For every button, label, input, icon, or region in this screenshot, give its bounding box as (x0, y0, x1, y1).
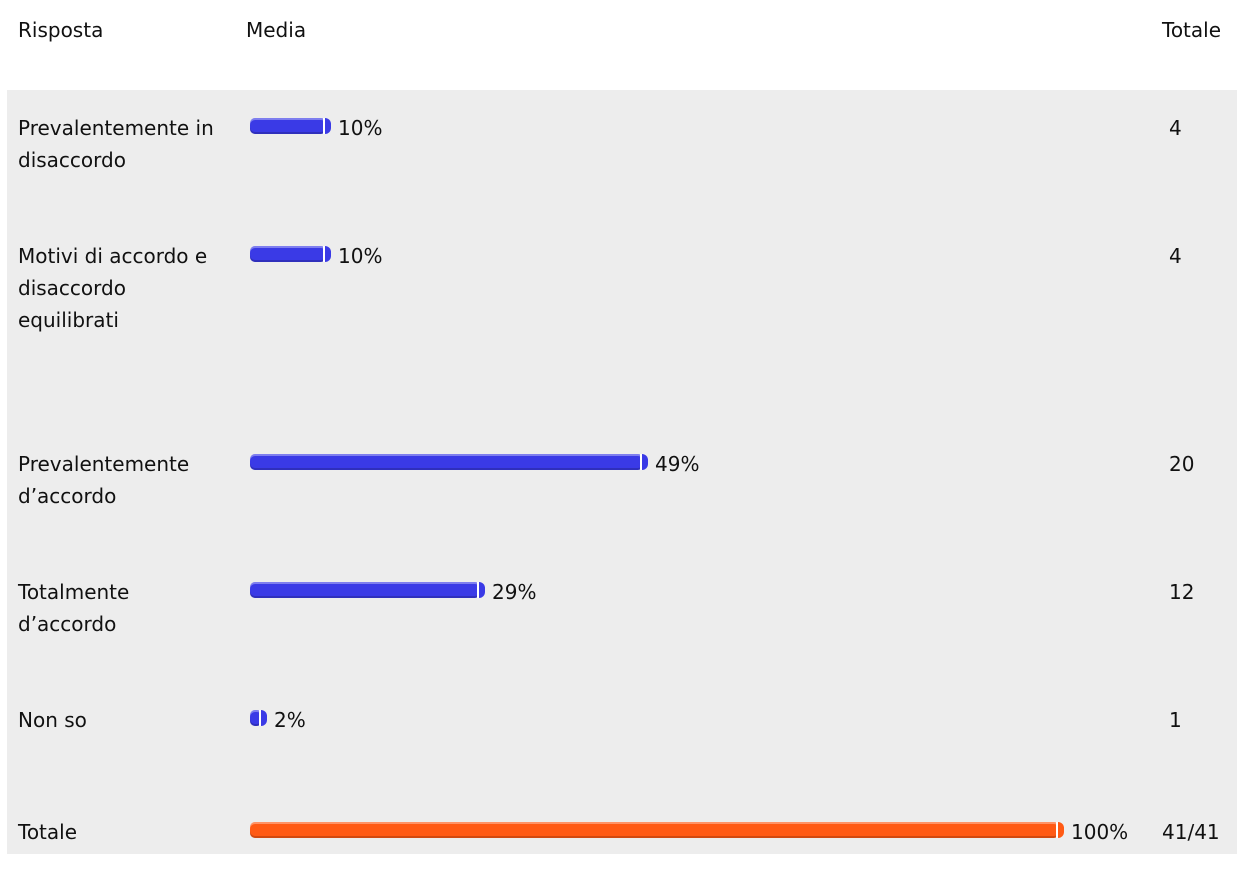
response-label: Motivi di accordo e disaccordo equilibra… (18, 244, 208, 332)
percent-label: 10% (338, 116, 383, 140)
bar-end-cap (1056, 822, 1064, 838)
response-label: Non so (18, 708, 87, 732)
percent-label: 10% (338, 244, 383, 268)
total-count: 4 (1169, 244, 1182, 268)
percent-bar (250, 118, 331, 134)
bar-end-cap (477, 582, 485, 598)
total-count: 1 (1169, 708, 1182, 732)
total-bar (250, 822, 1064, 838)
percent-label: 29% (492, 580, 537, 604)
bar-end-cap (640, 454, 648, 470)
response-label: Prevalentemente d’accordo (18, 452, 190, 508)
bar-end-cap (259, 710, 267, 726)
percent-bar (250, 246, 331, 262)
response-label: Prevalentemente in disaccordo (18, 116, 214, 172)
total-count: 12 (1169, 580, 1195, 604)
total-count: 4 (1169, 116, 1182, 140)
percent-label: 49% (655, 452, 700, 476)
response-label: Totalmente d’accordo (18, 580, 130, 636)
percent-label: 100% (1071, 820, 1129, 844)
header-total: Totale (1162, 18, 1222, 42)
total-count: 20 (1169, 452, 1195, 476)
response-label: Totale (18, 820, 78, 844)
results-panel: Prevalentemente in disaccordo 10% 4 Motivi … (7, 90, 1237, 854)
percent-bar (250, 710, 267, 726)
percent-bar (250, 454, 648, 470)
header-average: Media (246, 18, 307, 42)
header-response: Risposta (18, 18, 104, 42)
bar-end-cap (323, 118, 331, 134)
bar-end-cap (323, 246, 331, 262)
percent-label: 2% (274, 708, 306, 732)
percent-bar (250, 582, 485, 598)
total-count: 41/41 (1162, 820, 1220, 844)
